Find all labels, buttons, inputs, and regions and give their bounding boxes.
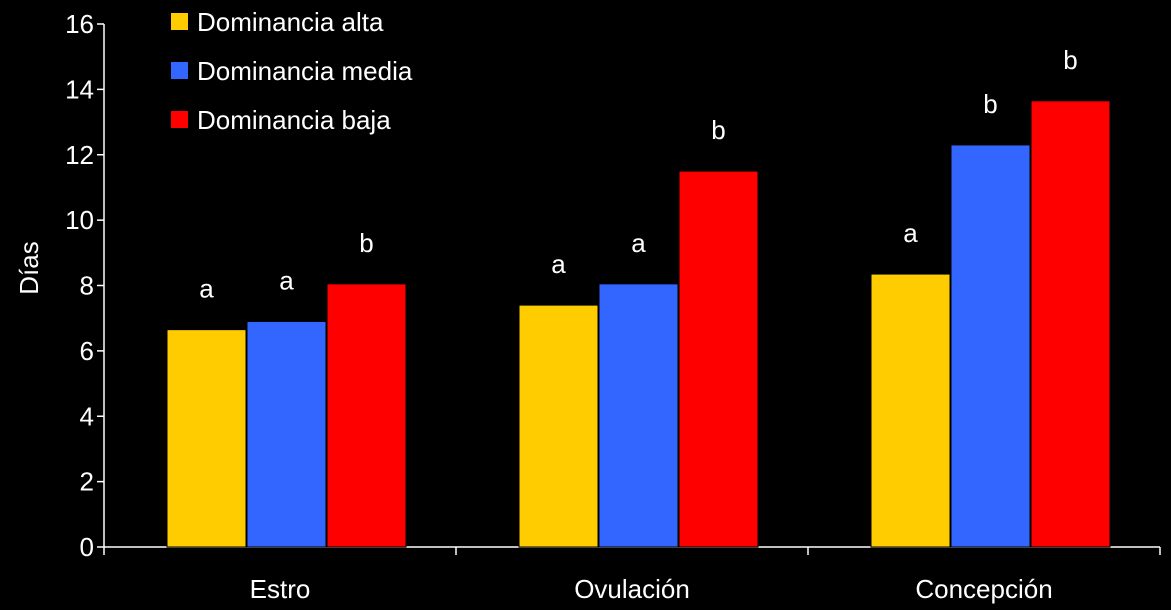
- bar-significance-label: a: [631, 228, 646, 258]
- legend-entry-label: Dominancia baja: [197, 105, 391, 135]
- bar: [518, 304, 599, 548]
- bar: [246, 320, 327, 548]
- y-tick-label: 6: [80, 336, 94, 366]
- y-tick-label: 4: [80, 401, 94, 431]
- category-label: Ovulación: [574, 574, 690, 604]
- bar: [166, 329, 247, 548]
- bar: [870, 273, 951, 548]
- y-tick-label: 2: [80, 467, 94, 497]
- bar: [326, 283, 407, 548]
- category-label: Estro: [250, 574, 311, 604]
- bar-significance-label: a: [279, 265, 294, 295]
- bar-significance-label: a: [551, 249, 566, 279]
- category-label: Concepción: [915, 574, 1052, 604]
- y-axis-label: Días: [14, 241, 44, 294]
- legend-swatch: [171, 13, 188, 30]
- bar-significance-label: a: [199, 274, 214, 304]
- bar: [598, 283, 679, 548]
- bar: [678, 170, 759, 548]
- bar-significance-label: b: [359, 228, 373, 258]
- y-tick-label: 8: [80, 271, 94, 301]
- bar: [1030, 100, 1111, 548]
- legend-entry-label: Dominancia alta: [197, 7, 384, 37]
- y-tick-label: 16: [65, 9, 94, 39]
- bar-significance-label: b: [1063, 45, 1077, 75]
- bar: [950, 144, 1031, 548]
- legend-swatch: [171, 111, 188, 128]
- bar-significance-label: a: [903, 218, 918, 248]
- bars-group: a a b a a b a b b: [166, 45, 1111, 548]
- legend-swatch: [171, 62, 188, 79]
- y-axis: 0 2 4 6 8 10 12 14 16: [65, 9, 105, 562]
- y-tick-label: 10: [65, 205, 94, 235]
- x-axis: Estro Ovulación Concepción: [103, 546, 1161, 604]
- y-tick-label: 12: [65, 140, 94, 170]
- bar-significance-label: b: [711, 115, 725, 145]
- legend: Dominancia alta Dominancia media Dominanci…: [171, 7, 413, 135]
- y-tick-label: 0: [80, 532, 94, 562]
- legend-entry-label: Dominancia media: [197, 56, 413, 86]
- y-tick-label: 14: [65, 74, 94, 104]
- bar-significance-label: b: [983, 89, 997, 119]
